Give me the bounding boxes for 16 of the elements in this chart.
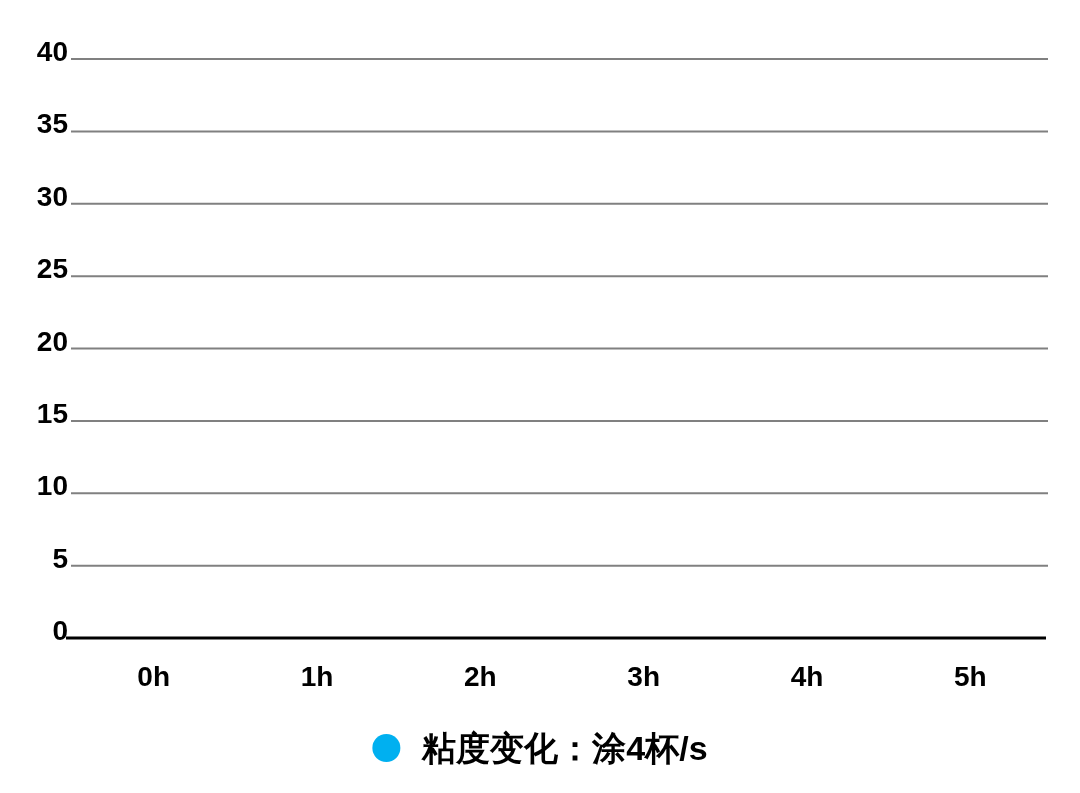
x-tick-label: 5h [953,661,987,692]
x-tick-label: 1h [300,661,334,692]
y-tick-label: 40 [36,36,68,67]
legend: 粘度变化：涂4杯/s [372,729,708,767]
y-tick-label: 5 [52,542,68,574]
y-tick-label: 10 [36,470,68,502]
x-tick-label: 3h [627,661,661,692]
y-tick-label: 15 [36,397,68,429]
y-tick-label: 30 [36,180,68,212]
y-tick-label: 35 [36,108,68,140]
y-tick-label: 25 [36,253,68,285]
y-tick-label: 0 [52,615,68,646]
y-tick-label: 20 [36,325,68,357]
x-tick-label: 2h [463,661,497,692]
x-tick-label: 0h [137,661,171,692]
x-tick-label: 4h [790,661,824,692]
